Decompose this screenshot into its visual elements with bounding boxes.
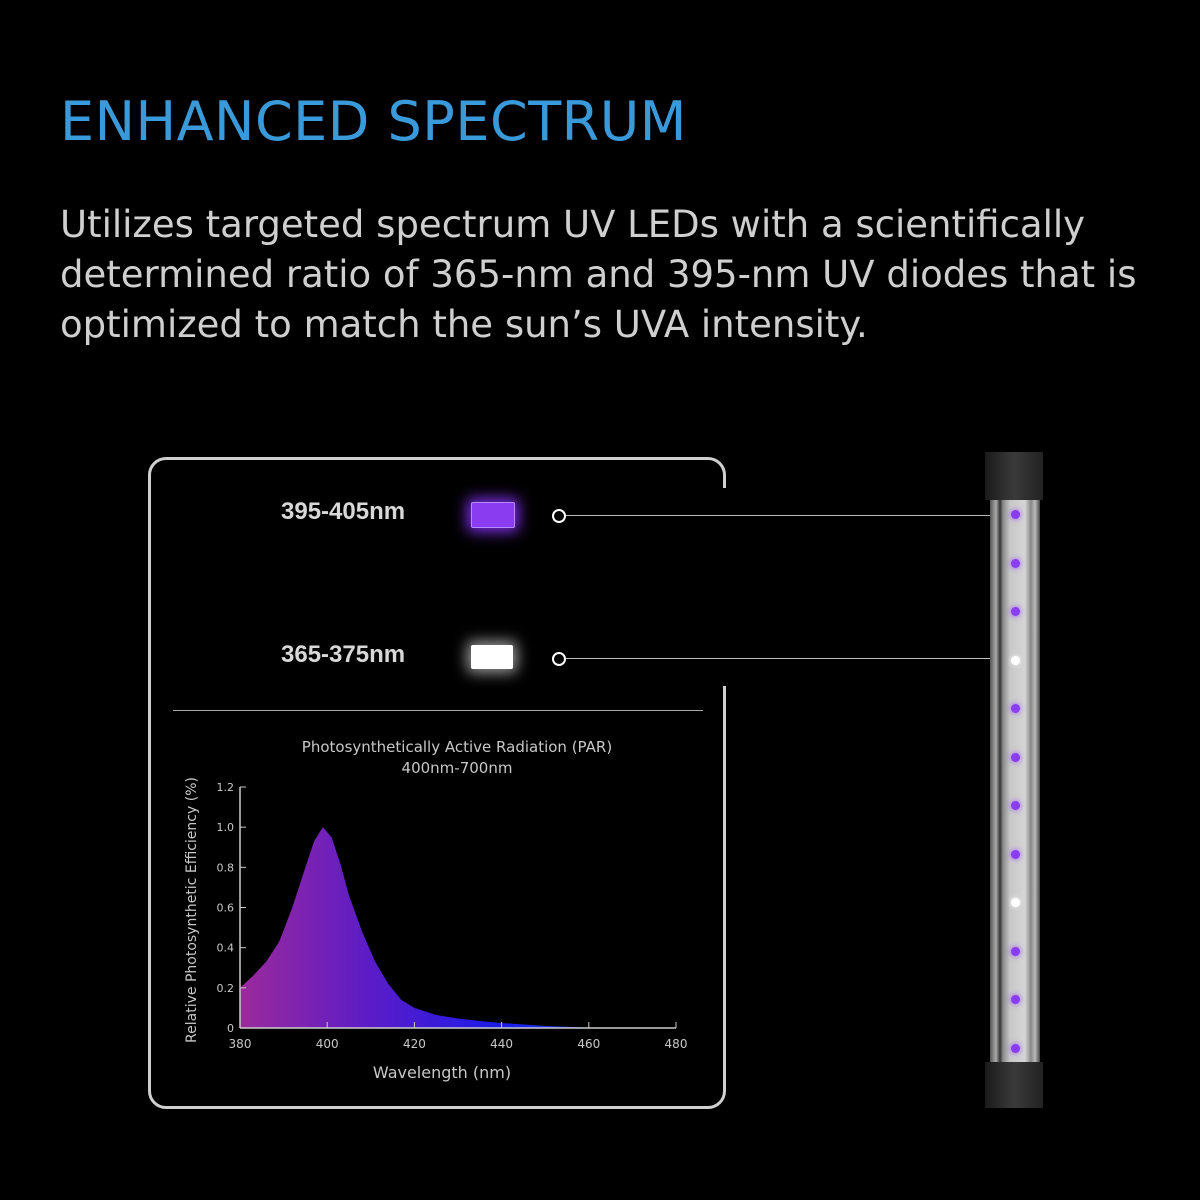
legend-label-365: 365-375nm (281, 641, 406, 668)
y-tick-label: 0.6 (217, 902, 235, 915)
violet-led-icon (1011, 607, 1020, 616)
uv-light-bar (990, 495, 1040, 1067)
x-tick-label: 440 (490, 1037, 513, 1051)
white-led-swatch (471, 645, 513, 669)
y-tick-label: 0 (227, 1022, 234, 1035)
divider (173, 710, 703, 711)
violet-led-icon (1011, 752, 1020, 762)
x-tick-label: 380 (229, 1037, 252, 1051)
white-led-icon (1011, 898, 1020, 907)
y-tick-label: 0.4 (217, 942, 235, 955)
spectrum-area (240, 827, 633, 1028)
violet-led-icon (1011, 704, 1020, 713)
x-tick-label: 460 (577, 1037, 600, 1051)
chart-subtitle: 400nm-700nm (402, 759, 513, 777)
violet-led-icon (1011, 801, 1020, 810)
panel-border-gap (718, 488, 734, 686)
chart-title: Photosynthetically Active Radiation (PAR… (302, 738, 612, 756)
x-tick-label: 400 (316, 1037, 339, 1051)
x-tick-label: 420 (403, 1037, 426, 1051)
violet-led-swatch (471, 502, 515, 528)
callout-dot-365 (552, 652, 566, 666)
y-axis-label: Relative Photosynthetic Efficiency (%) (184, 777, 200, 1043)
violet-led-icon (1011, 946, 1020, 956)
violet-led-icon (1011, 995, 1020, 1004)
y-tick-label: 1.0 (217, 821, 235, 834)
violet-led-icon (1011, 510, 1020, 519)
y-tick-label: 0.2 (217, 982, 235, 995)
description: Utilizes targeted spectrum UV LEDs with … (60, 203, 1137, 346)
light-bar-top-cap (985, 452, 1043, 500)
violet-led-icon (1011, 849, 1020, 859)
par-chart: Photosynthetically Active Radiation (PAR… (184, 738, 688, 1082)
x-tick-label: 480 (665, 1037, 688, 1051)
violet-led-icon (1011, 1043, 1020, 1053)
callout-line-395 (566, 515, 1006, 516)
light-bar-bottom-cap (985, 1062, 1043, 1108)
page-title: ENHANCED SPECTRUM (60, 90, 687, 153)
y-tick-label: 0.8 (217, 861, 235, 874)
callout-line-365 (566, 658, 1006, 659)
legend-label-395: 395-405nm (281, 498, 406, 525)
y-tick-label: 1.2 (217, 781, 235, 794)
white-led-icon (1011, 655, 1020, 665)
violet-led-icon (1011, 558, 1020, 568)
x-axis-label: Wavelength (nm) (373, 1063, 511, 1082)
info-panel (148, 457, 726, 1109)
callout-dot-395 (552, 509, 566, 523)
